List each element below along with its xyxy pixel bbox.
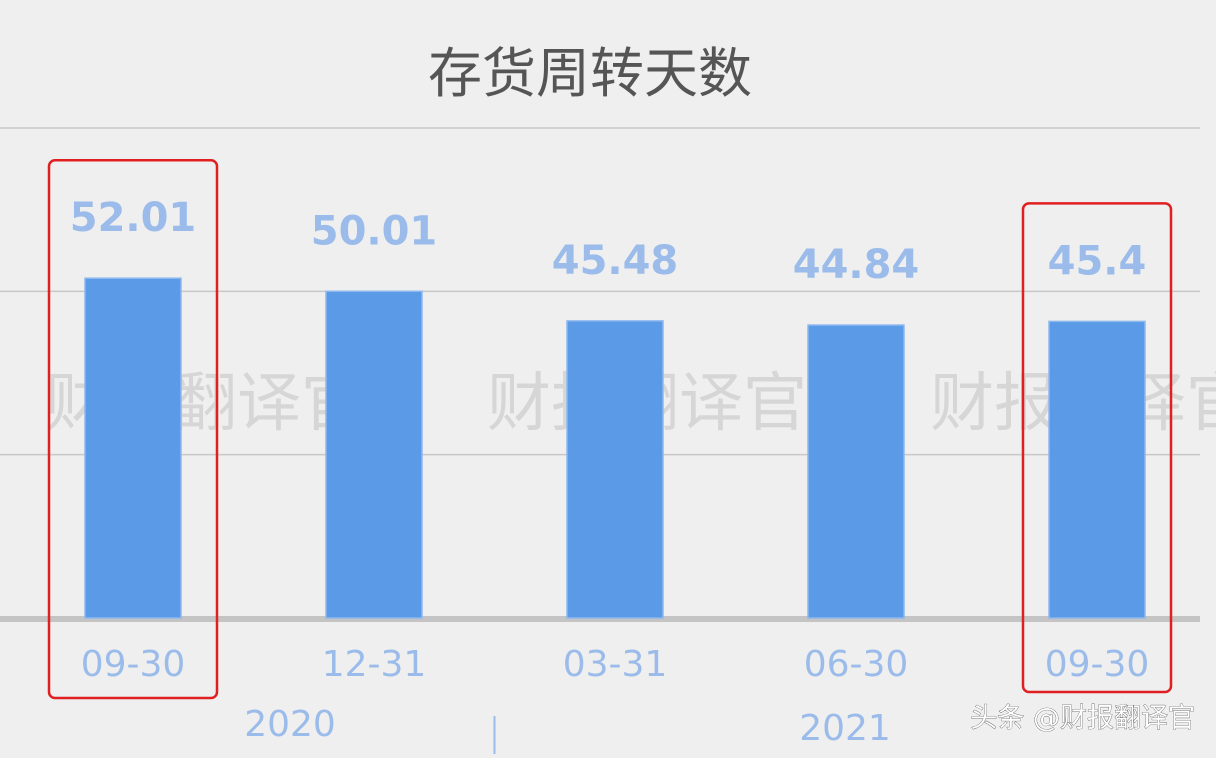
data-label: 52.01 <box>70 195 197 241</box>
chart-title: 存货周转天数 <box>428 42 752 105</box>
data-label: 44.84 <box>793 242 920 288</box>
year-label: 2020 <box>244 704 336 745</box>
data-label: 45.4 <box>1048 238 1147 284</box>
bar <box>1048 320 1146 619</box>
highlight-box <box>47 158 219 700</box>
year-label: 2021 <box>799 708 891 749</box>
category-label: 12-31 <box>322 644 427 685</box>
data-label: 45.48 <box>552 238 679 284</box>
bar <box>807 324 905 619</box>
highlight-box <box>1021 202 1173 694</box>
bar <box>566 320 664 619</box>
category-label: 09-30 <box>1045 644 1150 685</box>
category-label: 03-31 <box>563 644 668 685</box>
category-label: 06-30 <box>804 644 909 685</box>
bar <box>325 290 423 619</box>
credit-text: 头条 @财报翻译官 <box>970 703 1195 734</box>
bar <box>84 277 182 619</box>
data-label: 50.01 <box>311 208 438 254</box>
category-label: 09-30 <box>81 644 186 685</box>
